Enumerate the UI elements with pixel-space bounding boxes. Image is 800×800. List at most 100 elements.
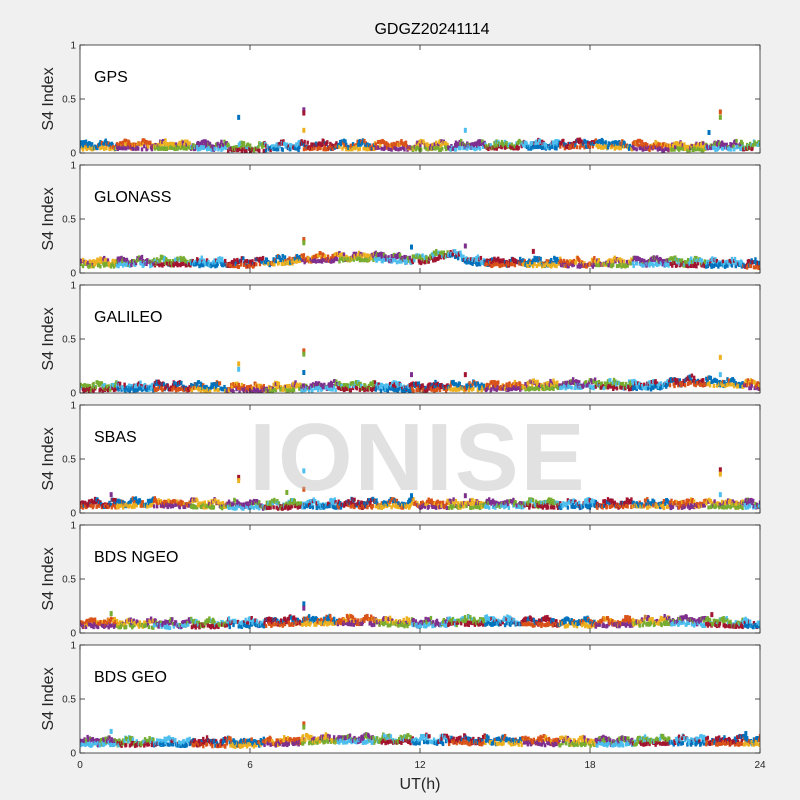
data-point: [458, 381, 461, 386]
data-point: [260, 142, 263, 147]
data-point: [429, 146, 432, 151]
data-point: [106, 258, 110, 263]
data-point: [145, 139, 148, 144]
data-point: [332, 258, 336, 263]
data-point: [156, 382, 160, 387]
data-point: [104, 138, 107, 143]
data-point: [556, 139, 559, 144]
data-point: [92, 381, 95, 386]
data-point: [311, 258, 315, 263]
data-point: [292, 259, 296, 264]
data-point: [400, 139, 403, 144]
y-tick-label: 0: [70, 389, 76, 400]
data-point: [587, 380, 591, 385]
data-point: [655, 141, 658, 146]
data-point: [388, 381, 392, 386]
data-point: [709, 143, 713, 148]
data-point: [751, 143, 755, 148]
data-point: [658, 384, 662, 389]
data-point: [196, 147, 200, 152]
data-point: [432, 250, 436, 255]
data-point: [105, 146, 108, 151]
data-point: [633, 255, 637, 260]
data-point: [614, 259, 617, 264]
data-point: [419, 147, 423, 152]
data-point: [470, 387, 474, 392]
data-point: [332, 501, 335, 506]
data-point: [444, 141, 448, 146]
data-point: [439, 255, 443, 260]
data-point: [538, 262, 542, 267]
data-point: [358, 384, 362, 389]
data-point: [591, 264, 595, 269]
data-point: [600, 381, 604, 386]
data-point: [407, 384, 410, 389]
data-point: [169, 263, 172, 268]
data-point: [480, 142, 483, 147]
data-point: [733, 139, 737, 144]
data-point: [456, 501, 460, 506]
data-point: [386, 388, 390, 393]
data-point: [639, 146, 642, 151]
data-point: [592, 262, 595, 267]
data-point: [230, 387, 233, 392]
data-point: [227, 142, 230, 147]
data-point: [573, 379, 576, 384]
data-point: [253, 388, 256, 393]
data-point: [695, 264, 698, 269]
data-point: [651, 257, 654, 262]
data-point: [207, 259, 210, 264]
data-point: [700, 148, 703, 153]
data-point: [282, 139, 285, 144]
data-point: [216, 141, 219, 146]
data-point: [330, 501, 334, 506]
data-point: [112, 497, 115, 502]
data-point: [286, 506, 290, 511]
data-point: [384, 145, 387, 150]
data-point: [164, 260, 167, 265]
data-point: [578, 145, 582, 150]
data-point: [154, 381, 157, 386]
data-point: [107, 141, 110, 146]
data-point: [370, 146, 374, 151]
data-point: [574, 379, 578, 384]
data-point: [198, 260, 201, 265]
data-point: [140, 261, 143, 266]
data-point: [197, 380, 200, 385]
data-point: [379, 385, 382, 390]
spike-point: [302, 240, 306, 246]
data-point: [480, 382, 483, 387]
data-point: [452, 387, 455, 392]
data-point: [276, 380, 279, 385]
data-point: [673, 261, 676, 266]
data-point: [662, 261, 666, 266]
data-point: [360, 254, 364, 259]
data-point: [158, 143, 161, 148]
data-point: [478, 386, 481, 391]
data-point: [348, 147, 352, 152]
data-point: [548, 263, 551, 268]
spike-point: [302, 107, 306, 113]
data-point: [562, 138, 565, 143]
data-point: [657, 385, 660, 390]
data-point: [489, 257, 492, 262]
data-point: [81, 143, 85, 148]
data-point: [706, 377, 710, 382]
data-point: [347, 384, 350, 389]
data-point: [520, 144, 523, 149]
data-point: [444, 503, 448, 508]
data-point: [185, 146, 188, 151]
data-point: [730, 256, 734, 261]
data-point: [140, 254, 144, 259]
data-point: [480, 388, 483, 393]
spike-point: [302, 127, 306, 133]
data-point: [134, 502, 137, 507]
data-point: [256, 505, 259, 510]
data-point: [363, 388, 366, 393]
data-point: [678, 378, 682, 383]
data-point: [659, 381, 663, 386]
data-point: [606, 381, 609, 386]
data-point: [568, 261, 571, 266]
data-point: [665, 147, 668, 152]
